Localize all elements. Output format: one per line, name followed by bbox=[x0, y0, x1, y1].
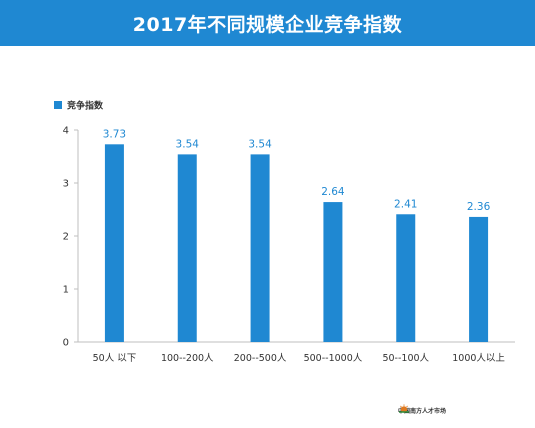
bar-value-label: 3.54 bbox=[176, 138, 200, 150]
legend-label: 竞争指数 bbox=[66, 100, 104, 112]
y-tick-label: 3 bbox=[63, 179, 69, 190]
x-category-label: 500--1000人 bbox=[304, 353, 363, 364]
bar-value-label: 2.41 bbox=[394, 198, 417, 210]
x-category-label: 1000人以上 bbox=[452, 353, 505, 364]
bar bbox=[323, 202, 343, 342]
bar bbox=[396, 214, 416, 342]
x-category-label: 200--500人 bbox=[234, 353, 287, 364]
chart-title: 2017年不同规模企业竞争指数 bbox=[132, 13, 403, 36]
x-category-label: 50--100人 bbox=[382, 353, 429, 364]
sun-logo-icon bbox=[399, 404, 409, 413]
bar-value-label: 3.73 bbox=[103, 128, 126, 140]
bar-value-label: 2.36 bbox=[467, 201, 491, 213]
y-tick-label: 4 bbox=[63, 126, 69, 137]
bar bbox=[250, 154, 270, 342]
bar bbox=[104, 144, 124, 342]
data-labels: 3.73 3.54 3.54 2.64 2.41 2.36 bbox=[103, 128, 491, 213]
bars bbox=[104, 144, 489, 342]
logo-text: 中国南方人才市场 bbox=[398, 407, 447, 415]
title-bar: 2017年不同规模企业竞争指数 bbox=[0, 0, 535, 46]
y-tick-label: 0 bbox=[63, 338, 69, 349]
y-tick-label: 2 bbox=[63, 232, 69, 243]
footer-logo: 中国南方人才市场 bbox=[398, 403, 446, 417]
legend-swatch bbox=[54, 101, 62, 109]
bar-value-label: 3.54 bbox=[248, 138, 272, 150]
axes: 0 1 2 3 4 50人 以下 100--200人 200--500人 500--1000人 5… bbox=[63, 126, 515, 364]
bar bbox=[469, 216, 489, 342]
bar bbox=[177, 154, 197, 342]
legend: 竞争指数 bbox=[54, 100, 104, 112]
bar-value-label: 2.64 bbox=[321, 186, 345, 198]
x-category-label: 50人 以下 bbox=[93, 353, 137, 364]
x-category-label: 100--200人 bbox=[161, 353, 214, 364]
y-tick-label: 1 bbox=[63, 285, 69, 296]
